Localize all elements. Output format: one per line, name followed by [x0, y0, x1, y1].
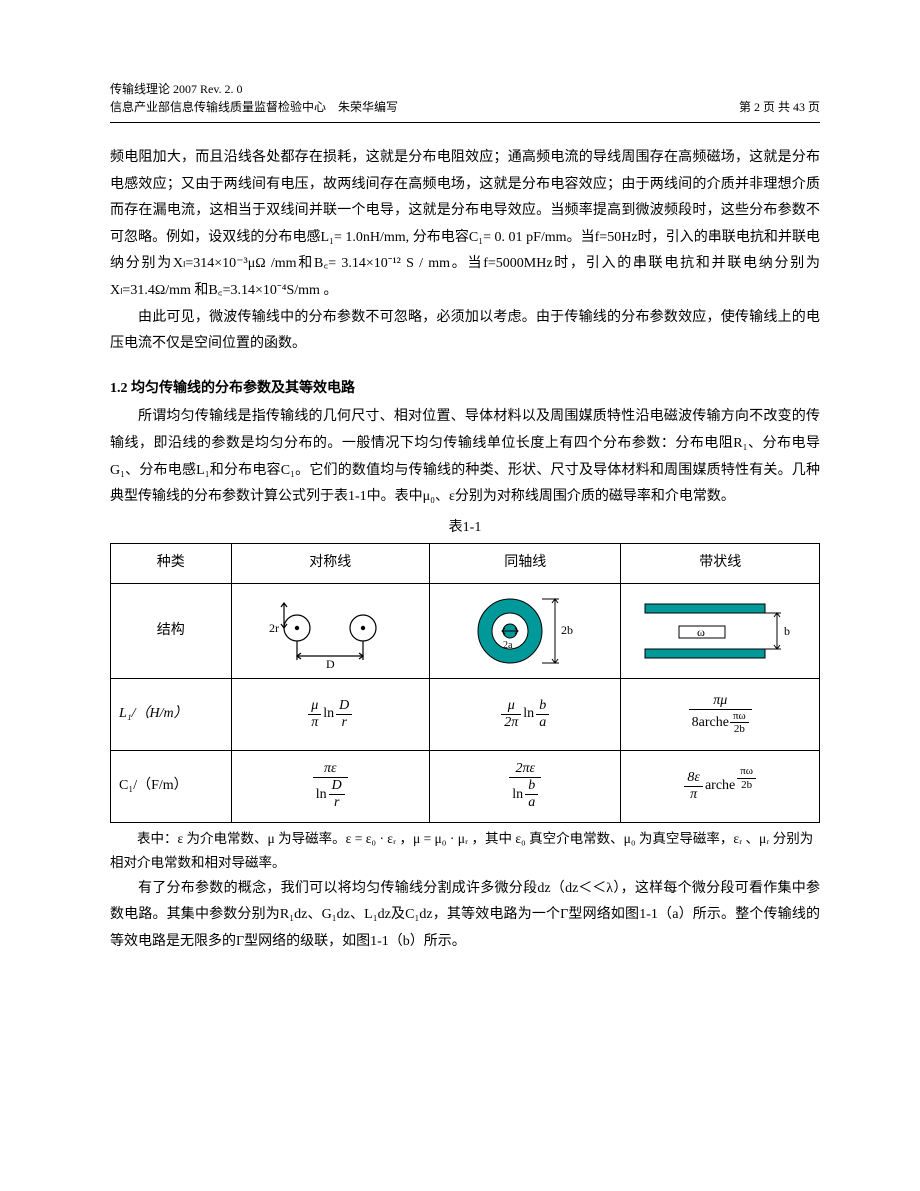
row-C1-label: C₁/（F/m） — [111, 750, 232, 822]
table-note: 表中：ε 为介电常数、μ 为导磁率。ε = ε₀ · εᵣ ，μ = μ₀ · … — [110, 827, 820, 876]
th-sym: 对称线 — [231, 544, 430, 584]
formula-L-strip: πμ 8arche πω2b — [621, 678, 820, 750]
paragraph-3: 所谓均匀传输线是指传输线的几何尺寸、相对位置、导体材料以及周围媒质特性沿电磁波传… — [110, 404, 820, 510]
header-author: 信息产业部信息传输线质量监督检验中心 朱荣华编写 — [110, 98, 398, 116]
label-D: D — [326, 657, 335, 670]
diagram-strip: ω b — [621, 583, 820, 678]
diagram-symmetric: 2r D — [231, 583, 430, 678]
formula-L-coax: μ2π ln ba — [430, 678, 621, 750]
section-title: 1.2 均匀传输线的分布参数及其等效电路 — [110, 376, 820, 403]
label-2r: 2r — [269, 621, 279, 635]
label-2a: 2a — [503, 640, 513, 651]
paragraph-4: 有了分布参数的概念，我们可以将均匀传输线分割成许多微分段dz（dz＜＜λ），这样… — [110, 876, 820, 956]
page-header: 传输线理论 2007 Rev. 2. 0 信息产业部信息传输线质量监督检验中心 … — [110, 80, 820, 116]
parameters-table: 种类 对称线 同轴线 带状线 结构 — [110, 543, 820, 823]
table-caption: 表1-1 — [110, 515, 820, 542]
th-strip: 带状线 — [621, 544, 820, 584]
paragraph-1: 频电阻加大，而且沿线各处都存在损耗，这就是分布电阻效应；通高频电流的导线周围存在… — [110, 145, 820, 305]
diagram-coaxial: 2a 2b — [430, 583, 621, 678]
formula-C-strip: 8επ arche πω2b — [621, 750, 820, 822]
row-L1-label: L₁/（H/m） — [111, 678, 232, 750]
label-omega: ω — [697, 625, 705, 639]
formula-L-sym: μπ ln Dr — [231, 678, 430, 750]
formula-C-sym: πε ln Dr — [231, 750, 430, 822]
header-line1: 传输线理论 2007 Rev. 2. 0 — [110, 80, 820, 98]
th-coax: 同轴线 — [430, 544, 621, 584]
formula-C-coax: 2πε ln ba — [430, 750, 621, 822]
row-structure-label: 结构 — [111, 583, 232, 678]
label-2b: 2b — [561, 623, 573, 637]
header-rule — [110, 122, 820, 123]
label-b: b — [784, 624, 790, 638]
th-kind: 种类 — [111, 544, 232, 584]
paragraph-2: 由此可见，微波传输线中的分布参数不可忽略，必须加以考虑。由于传输线的分布参数效应… — [110, 305, 820, 358]
header-pagenum: 第 2 页 共 43 页 — [739, 98, 820, 116]
